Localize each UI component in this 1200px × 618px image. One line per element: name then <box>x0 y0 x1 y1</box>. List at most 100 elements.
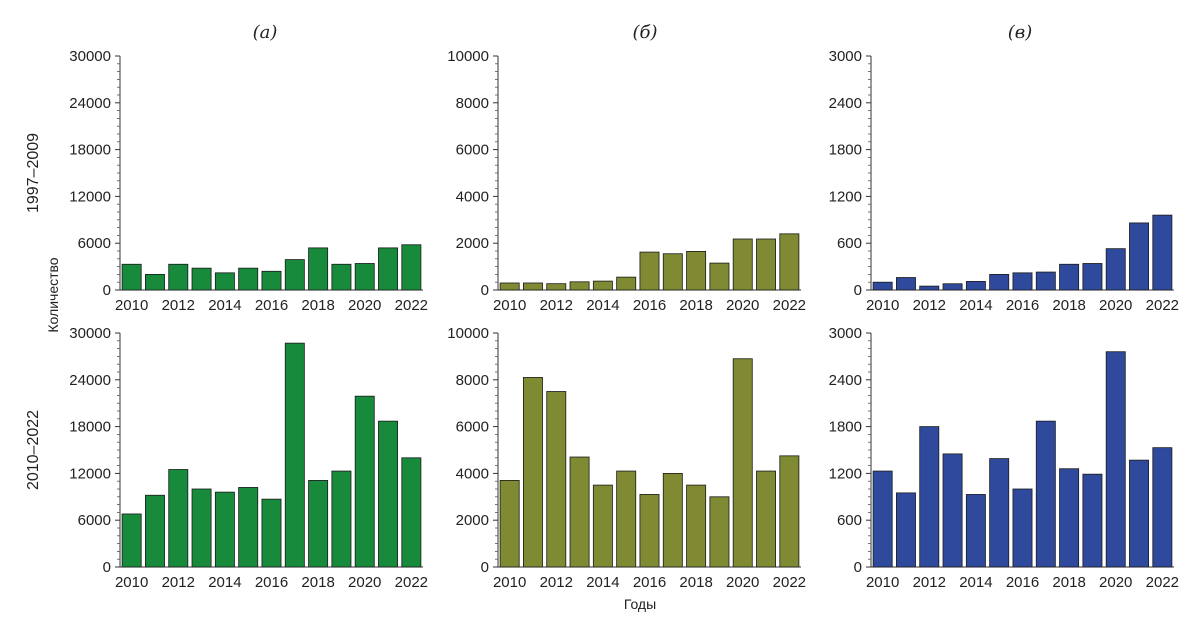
bar-2017 <box>662 472 683 568</box>
panel-b-2: 0 2000 4000 6000 8000 10000 2010 2012 2014 2016 20… <box>447 325 806 591</box>
bar-2020 <box>354 263 375 291</box>
bar-2019 <box>331 470 352 568</box>
bar-2018 <box>308 247 329 291</box>
bar-2015 <box>989 273 1010 291</box>
y-tick-label: 2000 <box>456 512 489 529</box>
x-tick-label: 2010 <box>866 297 899 314</box>
y-tick-label: 30000 <box>69 325 111 342</box>
y-tick-label: 600 <box>837 512 862 529</box>
x-tick-label: 2012 <box>162 297 195 314</box>
panel-a-1: 0 6000 12000 18000 24000 30000 2010 2012 2014 201… <box>69 48 428 314</box>
bar-2013 <box>942 283 963 291</box>
y-tick-label: 1800 <box>829 142 862 159</box>
x-tick-label: 2014 <box>959 297 992 314</box>
bar-2017 <box>1035 271 1056 291</box>
bar-2021 <box>1129 222 1149 291</box>
x-tick-label: 2022 <box>1146 297 1179 314</box>
y-tick-label: 4000 <box>456 188 489 205</box>
y-tick-label: 1200 <box>829 188 862 205</box>
bar-2017 <box>284 259 305 291</box>
x-tick-label: 2022 <box>1146 574 1179 591</box>
panel-a-2: 0 6000 12000 18000 24000 30000 2010 2012 2014 201… <box>69 325 428 591</box>
bar-2013 <box>942 453 963 568</box>
bar-2014 <box>965 281 986 291</box>
bar-2011 <box>896 492 916 568</box>
bar-2014 <box>965 494 986 568</box>
bar-2017 <box>662 253 683 291</box>
y-tick-label: 4000 <box>456 465 489 482</box>
bar-2021 <box>756 238 776 291</box>
bar-2010 <box>121 513 142 568</box>
bar-2021 <box>1129 459 1149 568</box>
y-tick-label: 0 <box>103 282 111 299</box>
panel-title-b: (б) <box>632 22 657 43</box>
x-tick-label: 2016 <box>1006 297 1039 314</box>
bar-2022 <box>779 233 800 291</box>
y-tick-label: 8000 <box>456 95 489 112</box>
x-tick-label: 2010 <box>115 297 148 314</box>
y-tick-label: 2400 <box>829 372 862 389</box>
bar-2020 <box>1105 351 1126 568</box>
x-tick-label: 2014 <box>208 574 241 591</box>
x-tick-label: 2014 <box>586 574 619 591</box>
x-tick-label: 2016 <box>633 574 666 591</box>
panel-title-a: (а) <box>253 22 278 43</box>
bar-2015 <box>238 267 259 291</box>
x-tick-label: 2020 <box>726 297 759 314</box>
bar-2015 <box>238 487 259 568</box>
panel-title-c: (в) <box>1008 22 1033 43</box>
x-tick-label: 2020 <box>348 574 381 591</box>
x-tick-label: 2012 <box>540 574 573 591</box>
bar-2018 <box>308 480 329 568</box>
x-tick-label: 2022 <box>395 297 428 314</box>
bar-2022 <box>1152 447 1173 568</box>
bar-2015 <box>616 276 637 291</box>
y-tick-label: 10000 <box>447 325 489 342</box>
y-tick-label: 12000 <box>69 465 111 482</box>
x-tick-label: 2020 <box>1099 574 1132 591</box>
bar-2015 <box>616 470 637 568</box>
bar-2019 <box>331 263 352 291</box>
y-tick-label: 3000 <box>829 325 862 342</box>
y-tick-label: 0 <box>481 559 489 576</box>
bar-2012 <box>168 263 189 291</box>
y-axis-label: Количество <box>45 257 61 332</box>
bar-2020 <box>354 395 375 568</box>
panel-b-1: 0 2000 4000 6000 8000 10000 2010 2012 2014 2016 20… <box>447 48 806 314</box>
bar-2015 <box>989 458 1010 568</box>
x-tick-label: 2018 <box>301 574 334 591</box>
bar-2010 <box>121 263 142 291</box>
x-tick-label: 2018 <box>679 574 712 591</box>
bar-2012 <box>546 283 567 291</box>
x-tick-label: 2014 <box>208 297 241 314</box>
y-tick-label: 0 <box>103 559 111 576</box>
x-tick-label: 2016 <box>1006 574 1039 591</box>
y-tick-label: 1800 <box>829 419 862 436</box>
x-tick-label: 2012 <box>913 297 946 314</box>
bar-2019 <box>709 262 730 291</box>
bar-2020 <box>732 358 753 568</box>
x-tick-label: 2012 <box>162 574 195 591</box>
x-tick-label: 2010 <box>493 574 526 591</box>
y-tick-label: 18000 <box>69 419 111 436</box>
bar-2020 <box>1105 248 1126 291</box>
y-tick-label: 3000 <box>829 48 862 65</box>
bar-2020 <box>732 238 753 291</box>
bar-2018 <box>1059 468 1080 568</box>
bar-2019 <box>1082 263 1103 291</box>
bar-2014 <box>214 272 235 291</box>
y-tick-label: 6000 <box>78 235 111 252</box>
x-tick-label: 2010 <box>866 574 899 591</box>
y-tick-label: 12000 <box>69 188 111 205</box>
y-tick-label: 0 <box>854 559 862 576</box>
bar-2016 <box>261 270 282 291</box>
y-tick-label: 0 <box>481 282 489 299</box>
bar-2022 <box>401 244 422 291</box>
bar-2021 <box>756 470 776 568</box>
bar-2012 <box>919 426 940 568</box>
bar-2018 <box>686 250 707 291</box>
bar-2018 <box>686 484 707 568</box>
bar-2010 <box>872 281 893 291</box>
y-tick-label: 8000 <box>456 372 489 389</box>
